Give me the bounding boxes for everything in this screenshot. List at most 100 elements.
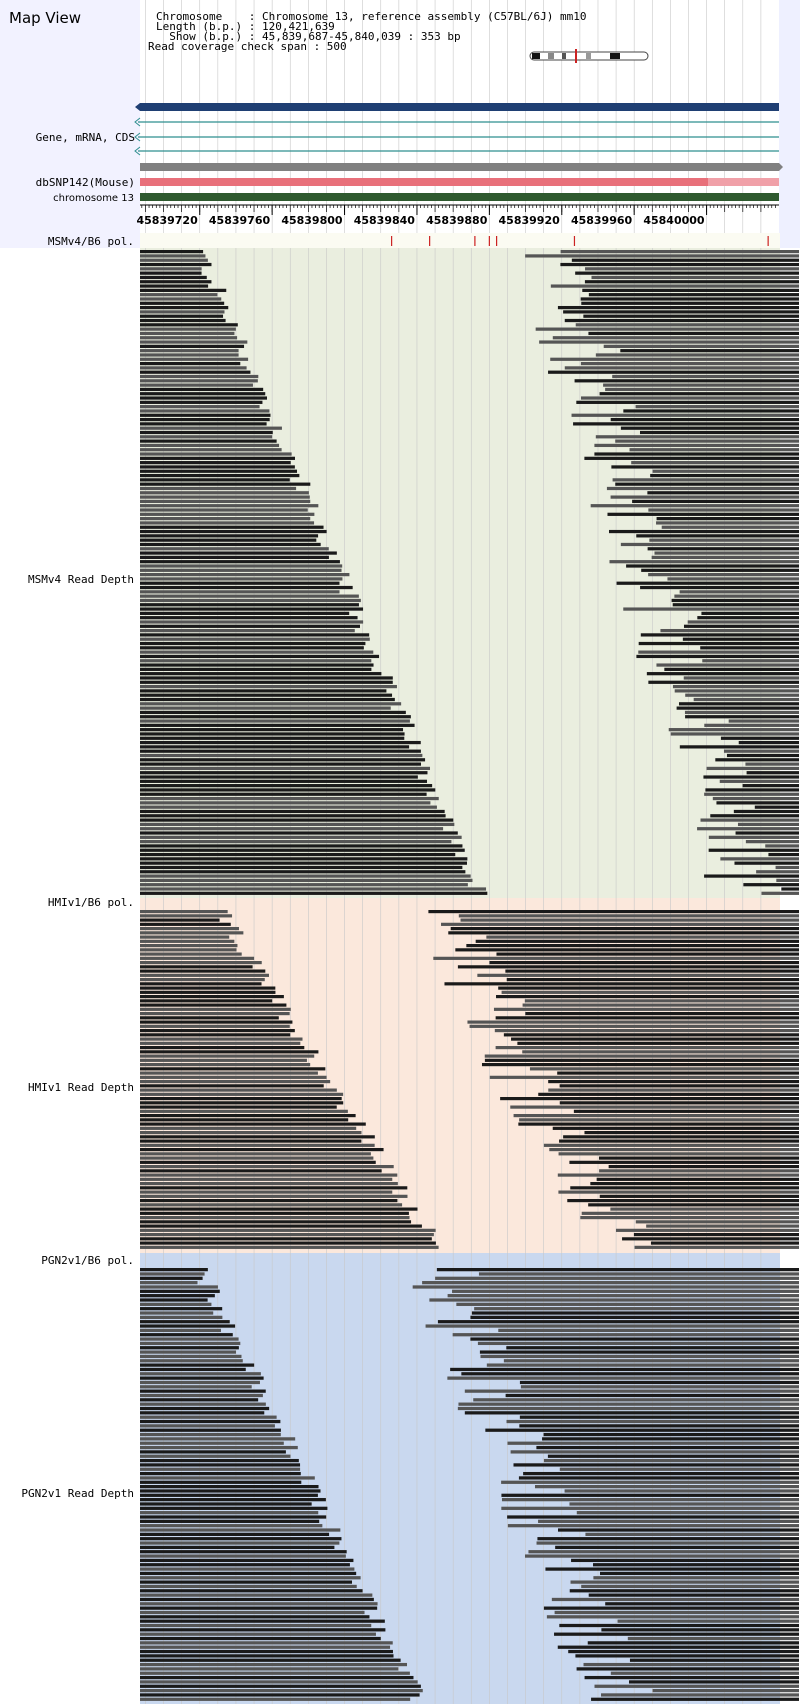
read-bar [412,1285,799,1289]
read-bar [557,1071,799,1075]
read-bar [623,409,799,413]
read-bar [140,883,468,887]
read-bar [715,758,799,762]
read-bar [670,732,799,736]
read-bar [603,383,799,387]
read-bar [140,1003,287,1007]
msmv4-pol-label[interactable]: MSMv4/B6 pol. [48,235,134,248]
read-bar [140,689,387,693]
read-bar [140,611,350,615]
chromosome-track-label: chromosome 13 [53,193,134,204]
read-bar [481,1063,799,1067]
snp-track[interactable] [140,163,783,186]
read-bar [140,499,311,504]
ruler-tick-label: 45839920 [499,214,561,227]
read-bar [140,697,395,702]
read-bar [140,1067,326,1071]
read-bar [702,659,799,663]
read-bar [140,1541,340,1545]
read-bar [480,1354,799,1359]
read-bar [140,1333,233,1337]
read-bar [574,379,799,383]
read-bar [620,349,799,353]
read-bar [140,1372,261,1376]
read-bar [140,349,239,353]
read-bar [140,684,397,689]
chromosome-ideogram[interactable] [529,49,649,63]
read-bar [742,784,799,788]
read-bar [648,573,799,577]
read-bar [469,1024,799,1028]
read-bar [140,961,262,965]
read-bar [672,684,799,689]
read-bar [140,654,380,659]
read-bar [464,1411,799,1415]
read-bar [581,301,799,305]
read-bar [546,1615,799,1619]
read-bar [569,1589,799,1593]
read-bar [510,1450,799,1454]
read-bar [140,1118,349,1122]
read-bar [495,1016,799,1020]
read-bar [140,1589,363,1593]
read-bar [140,1354,242,1359]
read-bar [648,680,799,684]
msmv4-depth-label[interactable]: MSMv4 Read Depth [28,573,134,586]
read-bar [140,706,391,710]
ideogram-band [562,53,566,59]
read-bar [140,1224,422,1228]
pgn2v1-depth-label[interactable]: PGN2v1 Read Depth [21,1487,134,1500]
read-bar [140,1645,391,1649]
read-bar [704,792,799,796]
read-bar [559,1623,799,1628]
hmiv1-pol-label[interactable]: HMIv1/B6 pol. [48,896,134,909]
read-bar [140,715,411,719]
read-bar [467,1020,799,1024]
read-bar [507,1441,799,1445]
read-bar [140,1092,344,1096]
read-bar [640,585,799,590]
read-bar [140,1007,291,1011]
read-bar [140,910,228,914]
read-bar [140,435,273,439]
read-bar [745,840,799,844]
read-bar [632,499,799,504]
read-bar [635,1220,799,1224]
assembly-info-block: Chromosome : Chromosome 13, reference as… [148,10,586,53]
read-bar [610,495,799,499]
read-bar [140,1302,212,1306]
hmiv1-depth-label[interactable]: HMIv1 Read Depth [28,1081,134,1094]
read-bar [600,1571,799,1576]
read-bar [559,1467,799,1471]
read-bar [570,1186,799,1190]
read-bar [464,1389,799,1393]
read-bar [140,439,277,443]
read-bar [140,1320,230,1324]
read-bar [558,1190,799,1194]
read-bar [140,1489,321,1493]
read-bar [140,1398,259,1402]
read-bar [140,1016,279,1020]
read-bar [140,1428,281,1432]
read-bar [447,1294,799,1298]
read-bar [489,1075,799,1079]
read-bar [563,310,799,314]
read-bar [610,417,799,422]
read-bar [140,1636,381,1641]
read-bar [140,525,324,529]
read-bar [568,1649,799,1654]
gene-track[interactable] [134,103,779,156]
read-bar [612,478,799,482]
pgn2v1-pol-label[interactable]: PGN2v1/B6 pol. [41,1254,134,1267]
read-bar [601,1628,799,1632]
read-bar [571,413,799,417]
read-bar [638,650,799,654]
read-bar [661,525,799,529]
read-bar [140,288,227,292]
read-bar [456,1302,799,1306]
read-bar [486,1363,799,1367]
read-bar [140,1109,348,1113]
read-bar [524,999,799,1003]
read-bar [140,1415,277,1419]
read-bar [683,624,799,628]
